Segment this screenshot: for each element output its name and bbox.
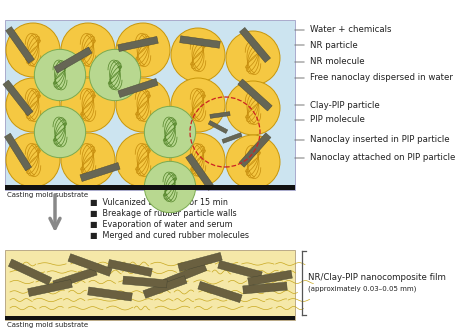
Polygon shape: [243, 282, 287, 294]
Circle shape: [116, 133, 170, 187]
Polygon shape: [178, 252, 222, 272]
Bar: [5, 185, 295, 190]
Circle shape: [6, 23, 60, 77]
Circle shape: [61, 133, 115, 187]
Text: NR particle: NR particle: [310, 41, 358, 49]
Text: ■  Merged and cured rubber molecules: ■ Merged and cured rubber molecules: [90, 231, 249, 240]
Text: Free nanoclay dispersed in water: Free nanoclay dispersed in water: [310, 74, 453, 82]
Polygon shape: [80, 162, 120, 182]
Polygon shape: [208, 120, 228, 133]
Polygon shape: [247, 270, 292, 286]
Circle shape: [6, 78, 60, 132]
Text: Casting mold substrate: Casting mold substrate: [7, 192, 88, 198]
Circle shape: [171, 78, 225, 132]
Polygon shape: [239, 133, 271, 167]
Text: ■  Evaporation of water and serum: ■ Evaporation of water and serum: [90, 220, 233, 229]
Polygon shape: [218, 260, 262, 280]
Polygon shape: [27, 280, 73, 296]
Polygon shape: [198, 281, 242, 303]
Circle shape: [145, 161, 196, 213]
Polygon shape: [123, 276, 167, 288]
Polygon shape: [3, 80, 33, 116]
Text: ■  Vulcanized at 120°C for 15 min: ■ Vulcanized at 120°C for 15 min: [90, 198, 228, 207]
Text: ■  Breakage of rubber particle walls: ■ Breakage of rubber particle walls: [90, 209, 237, 218]
Circle shape: [116, 78, 170, 132]
Polygon shape: [180, 36, 220, 48]
Polygon shape: [108, 259, 152, 277]
Circle shape: [6, 133, 60, 187]
Polygon shape: [239, 27, 271, 63]
Polygon shape: [222, 133, 242, 143]
Text: Water + chemicals: Water + chemicals: [310, 25, 392, 35]
Text: Clay-PIP particle: Clay-PIP particle: [310, 101, 380, 110]
Circle shape: [116, 23, 170, 77]
Polygon shape: [163, 263, 207, 287]
Polygon shape: [238, 79, 272, 111]
Polygon shape: [118, 79, 158, 97]
Polygon shape: [143, 276, 187, 298]
Bar: [5, 316, 295, 320]
Polygon shape: [68, 254, 112, 276]
Polygon shape: [54, 47, 92, 73]
Polygon shape: [9, 259, 52, 285]
Text: (approximately 0.03–0.05 mm): (approximately 0.03–0.05 mm): [308, 286, 416, 292]
Circle shape: [171, 133, 225, 187]
Circle shape: [34, 50, 86, 101]
Polygon shape: [88, 287, 132, 301]
Circle shape: [90, 50, 141, 101]
Circle shape: [145, 106, 196, 158]
Circle shape: [61, 23, 115, 77]
Bar: [5, 250, 295, 320]
Circle shape: [171, 28, 225, 82]
Circle shape: [226, 135, 280, 189]
Circle shape: [226, 81, 280, 135]
Polygon shape: [6, 27, 34, 63]
Polygon shape: [4, 133, 32, 171]
Polygon shape: [186, 153, 214, 190]
Bar: [5, 20, 295, 190]
Circle shape: [34, 106, 86, 158]
Circle shape: [226, 31, 280, 85]
Text: Casting mold substrate: Casting mold substrate: [7, 322, 88, 328]
Text: Nanoclay attached on PIP particle: Nanoclay attached on PIP particle: [310, 153, 456, 162]
Text: PIP molecule: PIP molecule: [310, 115, 365, 124]
Polygon shape: [210, 112, 230, 118]
Circle shape: [61, 78, 115, 132]
Text: NR molecule: NR molecule: [310, 57, 365, 67]
Polygon shape: [118, 36, 158, 51]
Polygon shape: [53, 267, 97, 289]
Text: NR/Clay-PIP nanocomposite film: NR/Clay-PIP nanocomposite film: [308, 273, 446, 281]
Text: Nanoclay inserted in PIP particle: Nanoclay inserted in PIP particle: [310, 136, 450, 145]
